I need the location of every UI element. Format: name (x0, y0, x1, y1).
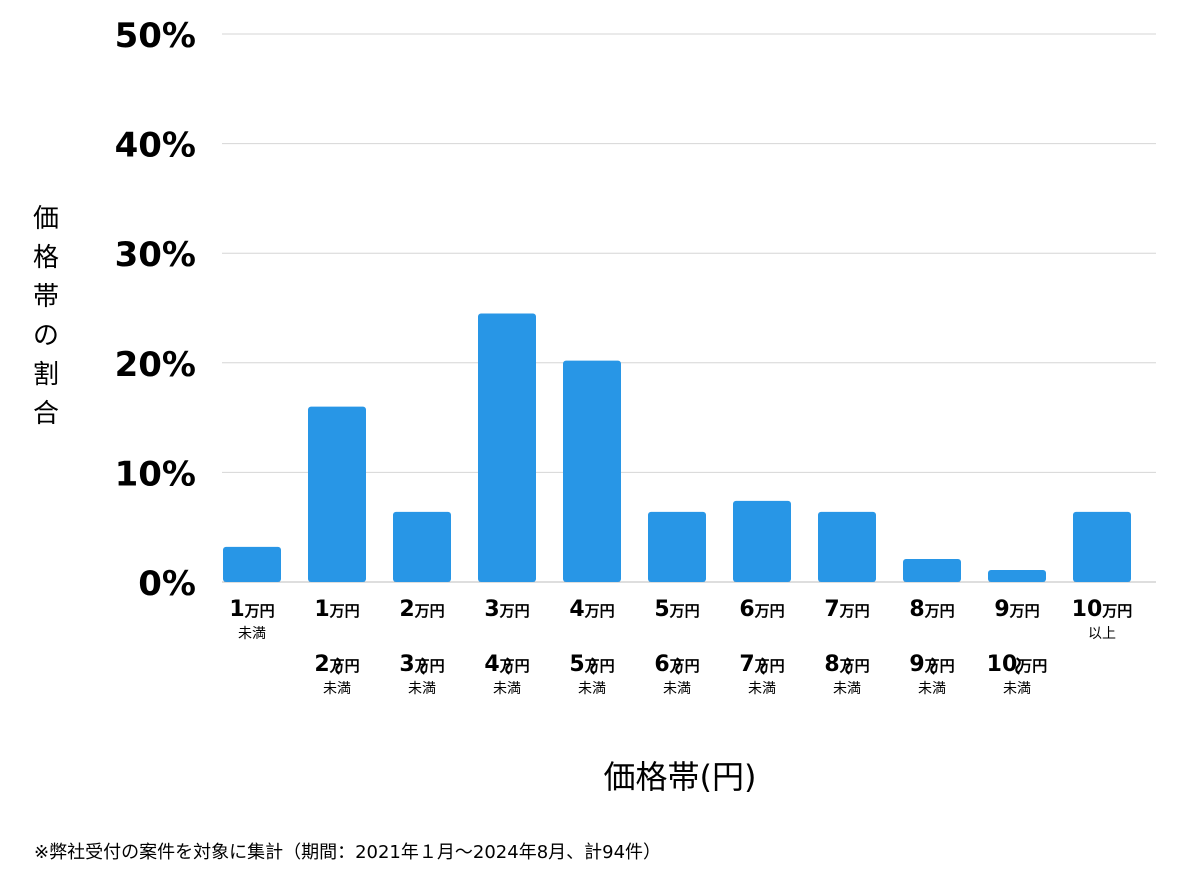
x-tick-wave: 〜 (581, 657, 602, 675)
bar (988, 569, 1046, 582)
x-tick-wave: 〜 (1006, 657, 1027, 675)
x-tick-label: 4万円 (569, 597, 614, 622)
x-tick-wave: 〜 (751, 657, 772, 675)
x-tick-label: 1万円 (314, 597, 359, 622)
y-tick-label: 10% (115, 454, 196, 494)
bar (308, 406, 366, 582)
x-tick-note: 未満 (918, 681, 946, 697)
x-tick-label: 8万円 (824, 652, 869, 677)
y-tick-label: 30% (115, 235, 196, 275)
x-tick-label: 9万円 (994, 597, 1039, 622)
x-tick-note: 未満 (323, 681, 351, 697)
x-tick-note: 未満 (748, 681, 776, 697)
y-axis-label: 価格帯の割合 (32, 204, 59, 429)
footnote: ※弊社受付の案件を対象に集計（期間：2021年１月〜2024年8月、計94件） (34, 842, 662, 863)
x-tick-note: 未満 (493, 681, 521, 697)
x-tick-label: 2万円 (399, 597, 444, 622)
x-tick-label: 5万円 (569, 652, 614, 677)
x-tick-wave: 〜 (666, 657, 687, 675)
x-tick-label: 3万円 (399, 652, 444, 677)
x-tick-note: 未満 (1003, 681, 1031, 697)
bar (733, 500, 791, 582)
y-tick-label: 0% (138, 564, 196, 604)
y-tick-label: 20% (115, 345, 196, 385)
x-tick-label: 2万円 (314, 652, 359, 677)
x-tick-wave: 〜 (411, 657, 432, 675)
x-tick-wave: 〜 (836, 657, 857, 675)
x-tick-label: 6万円 (654, 652, 699, 677)
bar (223, 546, 281, 582)
bar (903, 558, 961, 582)
x-tick-note: 未満 (408, 681, 436, 697)
bar (1073, 511, 1131, 582)
x-tick-wave: 〜 (326, 657, 347, 675)
x-tick-label: 6万円 (739, 597, 784, 622)
bar (818, 511, 876, 582)
x-axis-label: 価格帯(円) (603, 758, 757, 796)
x-tick-wave: 〜 (921, 657, 942, 675)
x-tick-label: 10万円 (1072, 597, 1133, 622)
bar (563, 360, 621, 582)
x-tick-label: 10万円 (987, 652, 1048, 677)
bar-chart: 0%10%20%30%40%50%1万円未満1万円〜2万円未満2万円〜3万円未満… (115, 16, 1156, 697)
x-tick-note: 未満 (238, 626, 266, 642)
bar (648, 511, 706, 582)
x-tick-label: 3万円 (484, 597, 529, 622)
y-tick-label: 50% (115, 16, 196, 56)
x-tick-label: 9万円 (909, 652, 954, 677)
x-tick-label: 4万円 (484, 652, 529, 677)
x-tick-note: 未満 (833, 681, 861, 697)
bar (393, 511, 451, 582)
y-tick-label: 40% (115, 126, 196, 166)
bar (478, 313, 536, 582)
x-tick-label: 7万円 (739, 652, 784, 677)
x-tick-wave: 〜 (496, 657, 517, 675)
x-tick-note: 未満 (578, 681, 606, 697)
x-tick-label: 5万円 (654, 597, 699, 622)
x-tick-note: 未満 (663, 681, 691, 697)
x-tick-label: 1万円 (229, 597, 274, 622)
x-tick-note: 以上 (1088, 626, 1116, 642)
x-tick-label: 7万円 (824, 597, 869, 622)
x-tick-label: 8万円 (909, 597, 954, 622)
